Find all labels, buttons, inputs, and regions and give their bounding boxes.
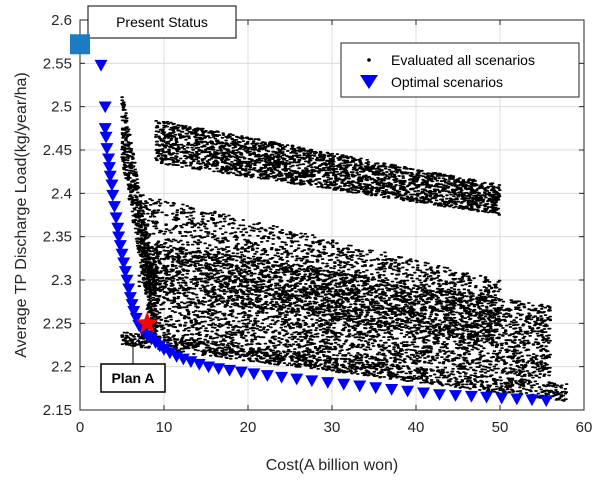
optimal-scenario-point — [107, 201, 121, 213]
evaluated-scenarios-points — [120, 96, 569, 402]
evaluated-scenario-dots — [120, 96, 158, 346]
legend-box — [340, 42, 580, 98]
y-tick-label: 2.35 — [43, 229, 72, 246]
optimal-scenario-point — [94, 59, 108, 72]
optimal-scenario-point — [495, 392, 509, 405]
optimal-scenario-point — [385, 384, 399, 396]
x-tick-label: 10 — [156, 419, 173, 436]
y-tick-label: 2.55 — [43, 55, 72, 72]
optimal-scenario-point — [305, 375, 319, 388]
optimal-scenario-point — [123, 292, 137, 304]
optimal-scenario-point — [247, 368, 261, 381]
x-tick-label: 30 — [324, 419, 341, 436]
optimal-scenario-point — [111, 222, 125, 235]
optimal-scenario-point — [401, 385, 415, 398]
optimal-scenario-point — [106, 189, 120, 202]
plan-a-label: Plan A — [111, 370, 154, 386]
optimal-scenario-point — [102, 162, 116, 174]
optimal-scenario-point — [353, 380, 367, 393]
optimal-scenario-point — [337, 378, 351, 391]
optimal-scenario-point — [129, 312, 143, 325]
optimal-scenario-point — [98, 101, 112, 114]
optimal-scenario-point — [433, 389, 447, 401]
legend-label-evaluated: Evaluated all scenarios — [391, 52, 535, 68]
optimal-scenario-point — [234, 366, 248, 379]
optimal-scenario-point — [115, 248, 129, 261]
plan-a-callout: Plan A — [100, 332, 166, 393]
optimal-scenario-point — [448, 390, 462, 402]
optimal-scenario-point — [120, 274, 134, 287]
y-tick-label: 2.4 — [51, 185, 72, 202]
present-status-label: Present Status — [116, 14, 208, 30]
plan-a-star-marker — [135, 311, 159, 333]
plan-a-box — [100, 363, 166, 393]
plan-a-point — [135, 311, 159, 333]
optimal-scenario-point — [157, 344, 171, 356]
optimal-scenario-point — [125, 299, 139, 311]
y-tick-label: 2.5 — [51, 99, 72, 116]
optimal-scenario-point — [109, 212, 123, 225]
optimal-scenario-point — [480, 391, 494, 404]
plan-a-leader-diag — [132, 332, 146, 346]
x-tick-label: 20 — [240, 419, 257, 436]
legend: Evaluated all scenarios Optimal scenario… — [340, 42, 580, 98]
evaluated-scenario-dots — [153, 120, 502, 216]
optimal-scenario-point — [223, 364, 237, 377]
y-tick-label: 2.15 — [43, 402, 72, 419]
y-tick-label: 2.6 — [51, 12, 72, 29]
optimal-scenario-point — [163, 347, 177, 360]
legend-label-optimal: Optimal scenarios — [391, 74, 503, 90]
optimal-scenario-point — [202, 361, 216, 374]
optimal-scenario-point — [102, 153, 116, 166]
axis-ticks: 0 10 20 30 40 50 60 2.15 2.2 2.25 2.3 2.35 2.4 2.45 2.… — [43, 12, 593, 436]
present-status-square-marker — [70, 34, 90, 55]
optimal-scenario-point — [105, 179, 119, 192]
optimal-scenario-point — [290, 373, 304, 386]
x-tick-label: 50 — [492, 419, 509, 436]
present-status-box — [87, 5, 237, 39]
legend-dot-marker — [367, 58, 371, 62]
evaluated-scenario-dots — [120, 331, 569, 402]
x-tick-label: 60 — [576, 419, 593, 436]
x-tick-label: 40 — [408, 419, 425, 436]
optimal-scenario-point — [212, 363, 226, 375]
optimal-scenario-point — [100, 143, 114, 155]
optimal-scenario-point — [112, 231, 126, 244]
y-axis-label: Average TP Discharge Load(kg/year/ha) — [13, 72, 30, 358]
optimal-scenario-point — [113, 240, 127, 252]
optimal-scenario-point — [99, 131, 113, 144]
optimal-scenario-point — [260, 370, 274, 382]
optimal-scenario-point — [417, 387, 431, 400]
optimal-scenario-point — [103, 170, 117, 183]
present-status-callout: Present Status — [87, 5, 237, 43]
x-tick-label: 0 — [76, 419, 84, 436]
optimal-scenarios-points — [94, 59, 553, 407]
optimal-scenario-point — [127, 306, 141, 318]
optimal-scenario-point — [98, 123, 112, 135]
optimal-scenario-point — [369, 382, 383, 394]
optimal-scenario-point — [464, 390, 478, 403]
optimal-scenario-point — [118, 266, 132, 278]
optimal-scenario-point — [122, 283, 136, 296]
x-axis-label: Cost(A billion won) — [266, 457, 399, 474]
optimal-scenario-point — [510, 393, 524, 406]
present-status-point — [70, 34, 90, 55]
y-tick-label: 2.2 — [51, 359, 72, 376]
y-tick-label: 2.25 — [43, 315, 72, 332]
legend-triangle-marker — [360, 75, 378, 89]
optimal-scenario-point — [275, 371, 289, 384]
optimal-scenario-point — [117, 257, 131, 270]
optimal-scenario-point — [321, 377, 335, 389]
optimal-scenario-point — [525, 394, 539, 407]
y-tick-label: 2.45 — [43, 142, 72, 159]
y-tick-label: 2.3 — [51, 272, 72, 289]
optimal-scenario-point — [539, 395, 553, 407]
